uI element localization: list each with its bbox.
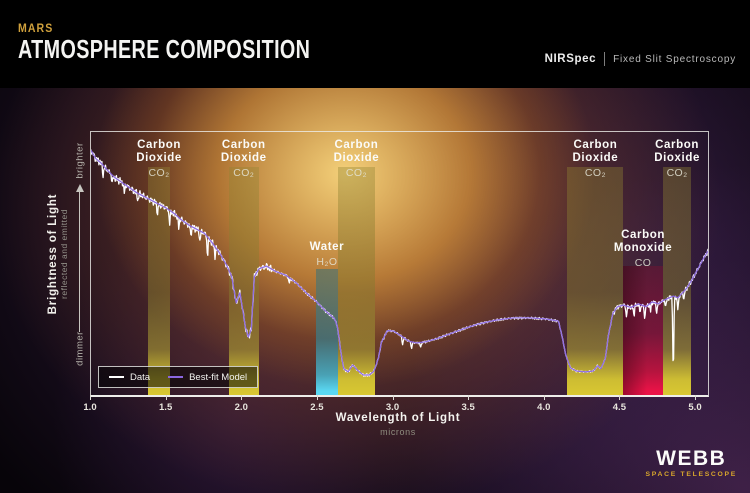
molecule-name: Dioxide [572,152,619,164]
divider [604,52,606,66]
mission-kicker: MARS [18,21,54,35]
molecule-formula: CO₂ [584,167,606,179]
instrument-info: NIRSpec Fixed Slit Spectroscopy [545,52,736,66]
y-axis-title: Brightness of Light [47,193,59,315]
x-tick [619,395,621,400]
x-tick-label: 4.0 [537,402,551,413]
molecule-name: Carbon [137,139,181,151]
band-label-co2: Carbon Dioxide CO₂ [573,139,619,180]
webb-wordmark: WEBB [656,447,727,470]
x-tick-label: 2.0 [234,402,248,413]
band-label-co2: Carbon Dioxide CO₂ [136,139,182,180]
legend-label-model: Best-fit Model [189,371,248,383]
header: MARS ATMOSPHERE COMPOSITION NIRSpec Fixe… [0,0,750,88]
molecule-name: Carbon [573,139,618,151]
x-tick [695,395,696,400]
absorption-band-co2 [337,167,376,395]
x-tick [316,395,318,400]
x-tick [165,395,167,400]
band-label-co2: Carbon Dioxide CO₂ [334,139,380,180]
absorption-band-co2 [148,167,170,395]
x-tick-label: 3.0 [385,402,400,413]
x-tick-label: 4.5 [612,402,626,413]
legend: Data Best-fit Model [98,366,259,388]
spectrum-curves [91,149,708,377]
webb-subtitle: SPACE TELESCOPE [645,471,737,478]
molecule-name: Water [309,241,345,253]
band-label-co: Carbon Monoxide CO [614,229,672,270]
legend-swatch-model [168,376,184,378]
x-tick [241,395,243,400]
x-tick-label: 1.5 [159,402,173,413]
molecule-name: Dioxide [136,152,182,164]
dimmer-label: dimmer [74,331,86,366]
x-tick-label: 3.5 [461,402,475,413]
band-label-co2: Carbon Dioxide CO₂ [221,139,267,180]
molecule-name: Carbon [655,139,700,151]
x-tick [90,395,91,400]
molecule-formula: CO [634,257,652,269]
molecule-name: Dioxide [333,152,380,164]
molecule-name: Monoxide [613,242,673,254]
molecule-formula: H₂O [316,256,338,268]
brightness-arrow-head-icon [76,184,84,192]
molecule-name: Carbon [621,229,665,241]
legend-swatch-data [109,376,124,378]
instrument-name: NIRSpec [544,53,597,65]
molecule-name: Dioxide [654,152,700,164]
x-tick [468,395,470,400]
spectrum-plot: Carbon Dioxide CO₂ Carbon Dioxide CO₂ Water H₂O… [90,131,709,397]
x-tick [392,395,394,400]
chart-panel: Brightness of Light reflected and emitte… [0,88,750,493]
x-axis-title: Wavelength of Light [335,412,461,424]
x-tick-label: 2.5 [310,402,324,413]
x-axis-unit: microns [380,427,416,437]
molecule-formula: CO₂ [345,167,367,179]
absorption-band-h2o [316,269,338,395]
molecule-name: Dioxide [220,152,267,164]
x-tick-label: 1.0 [83,402,97,413]
model-curve [91,149,708,376]
brightness-arrow-line [79,192,80,332]
legend-label-data: Data [130,371,151,383]
observation-mode: Fixed Slit Spectroscopy [613,53,736,65]
absorption-band-co2 [662,167,692,395]
brighter-label: brighter [74,142,86,179]
x-tick-label: 5.0 [688,402,702,413]
x-tick [543,395,545,400]
band-label-h2o: Water H₂O [310,241,345,269]
x-axis: 1.0 1.5 2.0 2.5 3.0 3.5 4.0 4.5 5.0 [83,394,707,424]
molecule-formula: CO₂ [148,167,170,179]
absorption-band-co2 [567,167,624,395]
absorption-band-co [623,266,663,395]
y-axis-subtitle: reflected and emitted [59,209,69,299]
molecule-formula: CO₂ [233,167,255,179]
molecule-name: Carbon [221,139,266,151]
molecule-formula: CO₂ [666,167,688,179]
webb-logo: WEBB SPACE TELESCOPE [645,447,737,479]
page-title: ATMOSPHERE COMPOSITION [18,34,311,64]
molecule-name: Carbon [334,139,379,151]
band-label-co2: Carbon Dioxide CO₂ [654,139,700,180]
